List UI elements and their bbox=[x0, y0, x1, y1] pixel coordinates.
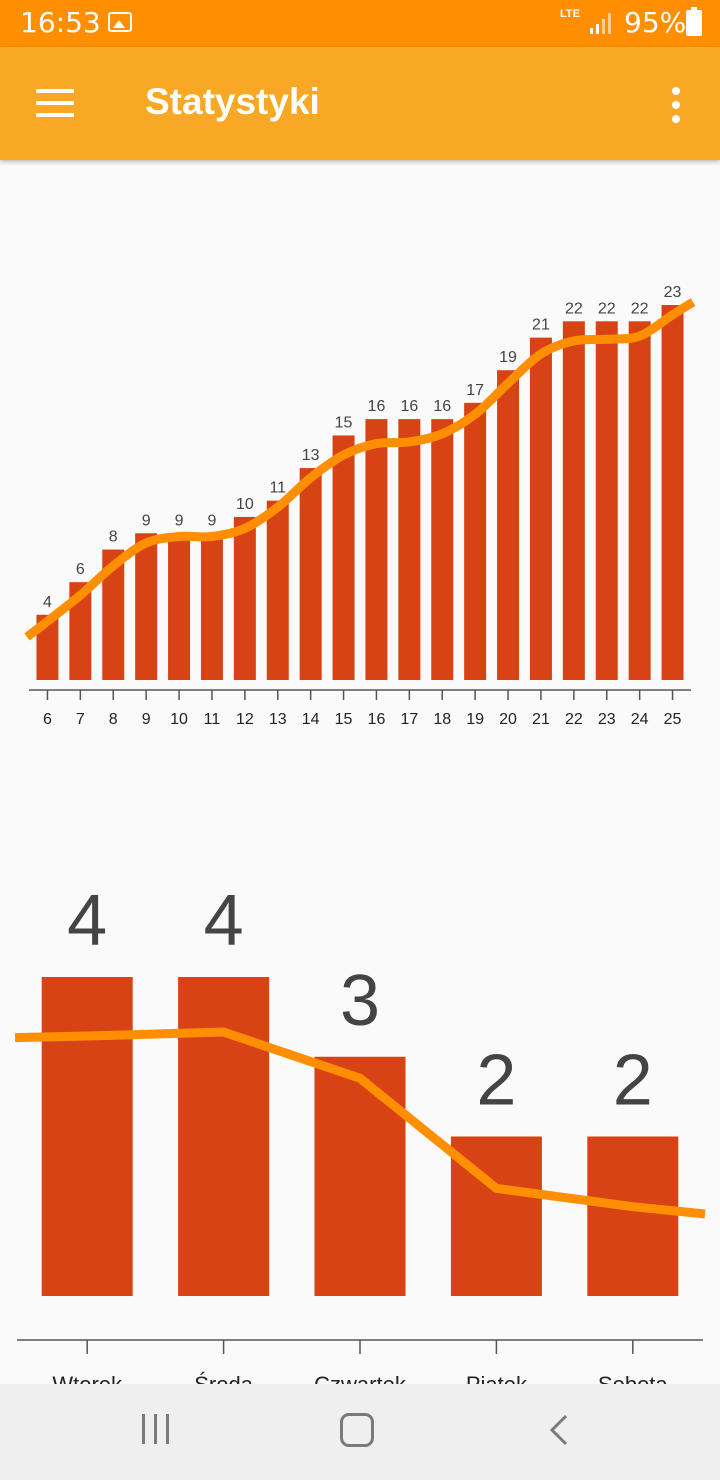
x-tick-label: 20 bbox=[499, 711, 517, 728]
bar-24 bbox=[628, 321, 651, 680]
status-time: 16:53 bbox=[20, 6, 101, 39]
x-tick-label: 16 bbox=[368, 711, 386, 728]
x-tick-label: 9 bbox=[142, 711, 151, 728]
value-label: 2 bbox=[613, 1041, 653, 1121]
home-button[interactable] bbox=[340, 1413, 374, 1447]
bar-15 bbox=[332, 435, 355, 680]
bar-13 bbox=[266, 500, 289, 680]
value-label: 9 bbox=[142, 512, 151, 529]
bar-22 bbox=[562, 321, 585, 680]
bar-10 bbox=[168, 533, 191, 680]
bar-21 bbox=[529, 337, 552, 680]
bar-16 bbox=[365, 419, 388, 680]
value-label: 17 bbox=[466, 382, 484, 399]
bar-Sobota bbox=[587, 1136, 679, 1296]
value-label: 4 bbox=[204, 881, 244, 961]
page-title: Statystyki bbox=[145, 81, 320, 122]
value-label: 4 bbox=[43, 594, 52, 611]
status-bar: 16:53 LTE 95% bbox=[0, 0, 720, 47]
value-label: 21 bbox=[532, 317, 550, 334]
x-tick-label: 23 bbox=[598, 711, 616, 728]
back-button[interactable] bbox=[548, 1412, 572, 1448]
more-options-icon[interactable] bbox=[664, 87, 688, 123]
value-label: 19 bbox=[499, 349, 517, 366]
bar-20 bbox=[497, 370, 520, 680]
bar-11 bbox=[200, 533, 223, 680]
x-tick-label: 25 bbox=[664, 711, 682, 728]
value-label: 4 bbox=[67, 881, 107, 961]
bar-Środa bbox=[178, 977, 270, 1296]
bar-Wtorek bbox=[41, 977, 133, 1296]
bar-Czwartek bbox=[314, 1056, 406, 1296]
x-tick-label: 7 bbox=[76, 711, 85, 728]
trend-line bbox=[24, 298, 696, 641]
value-label: 8 bbox=[109, 529, 118, 546]
x-tick-label: Wtorek bbox=[52, 1372, 123, 1384]
value-label: 2 bbox=[476, 1041, 516, 1121]
x-tick-label: 17 bbox=[400, 711, 418, 728]
value-label: 15 bbox=[335, 414, 353, 431]
bar-18 bbox=[431, 419, 454, 680]
x-tick-label: Piątek bbox=[466, 1372, 528, 1384]
value-label: 16 bbox=[433, 398, 451, 415]
value-label: 23 bbox=[664, 284, 682, 301]
bar-17 bbox=[398, 419, 421, 680]
bar-25 bbox=[661, 305, 684, 680]
bar-7 bbox=[69, 582, 92, 680]
value-label: 10 bbox=[236, 496, 254, 513]
value-label: 22 bbox=[631, 300, 649, 317]
recents-button[interactable] bbox=[138, 1414, 174, 1446]
bar-9 bbox=[135, 533, 158, 680]
x-tick-label: Środa bbox=[194, 1372, 253, 1384]
trend-line bbox=[14, 1027, 706, 1219]
bar-23 bbox=[595, 321, 618, 680]
battery-percent: 95% bbox=[624, 6, 687, 39]
x-tick-label: 13 bbox=[269, 711, 287, 728]
value-label: 16 bbox=[400, 398, 418, 415]
battery-icon bbox=[686, 7, 702, 36]
x-tick-label: Czwartek bbox=[314, 1372, 407, 1384]
menu-icon[interactable] bbox=[36, 89, 76, 119]
value-label: 6 bbox=[76, 561, 85, 578]
value-label: 22 bbox=[598, 300, 616, 317]
x-tick-label: 18 bbox=[433, 711, 451, 728]
bar-19 bbox=[464, 402, 487, 680]
x-tick-label: 12 bbox=[236, 711, 254, 728]
daily-count-chart: 4 6 8 9 9 9 10 11 13 15 16 16 16 17 19 21 22 22 22 23 6 7 8 9 10… bbox=[24, 284, 696, 728]
bar-14 bbox=[299, 468, 322, 680]
value-label: 11 bbox=[269, 480, 286, 497]
x-tick-label: 11 bbox=[204, 711, 221, 728]
x-tick-label: 8 bbox=[109, 711, 118, 728]
x-tick-label: 19 bbox=[466, 711, 484, 728]
x-tick-label: Sobota bbox=[598, 1372, 668, 1384]
x-tick-label: 24 bbox=[631, 711, 649, 728]
weekday-count-chart: 4 4 3 2 2 Wtorek Środa Czwartek Piątek Sobota bbox=[14, 881, 706, 1384]
value-label: 3 bbox=[340, 961, 380, 1041]
app-bar: Statystyki bbox=[0, 47, 720, 160]
value-label: 9 bbox=[175, 512, 184, 529]
value-label: 9 bbox=[207, 512, 216, 529]
signal-icon bbox=[590, 13, 611, 34]
x-tick-label: 6 bbox=[43, 711, 52, 728]
x-tick-label: 22 bbox=[565, 711, 583, 728]
value-label: 22 bbox=[565, 300, 583, 317]
navigation-bar bbox=[0, 1384, 720, 1480]
bar-8 bbox=[102, 549, 125, 680]
gallery-notification-icon bbox=[108, 12, 132, 32]
x-tick-label: 10 bbox=[170, 711, 188, 728]
value-label: 16 bbox=[368, 398, 386, 415]
x-tick-label: 15 bbox=[335, 711, 353, 728]
x-tick-label: 21 bbox=[532, 711, 550, 728]
value-label: 13 bbox=[302, 447, 320, 464]
x-tick-label: 14 bbox=[302, 711, 320, 728]
lte-icon: LTE bbox=[560, 8, 580, 20]
bar-12 bbox=[233, 516, 256, 680]
